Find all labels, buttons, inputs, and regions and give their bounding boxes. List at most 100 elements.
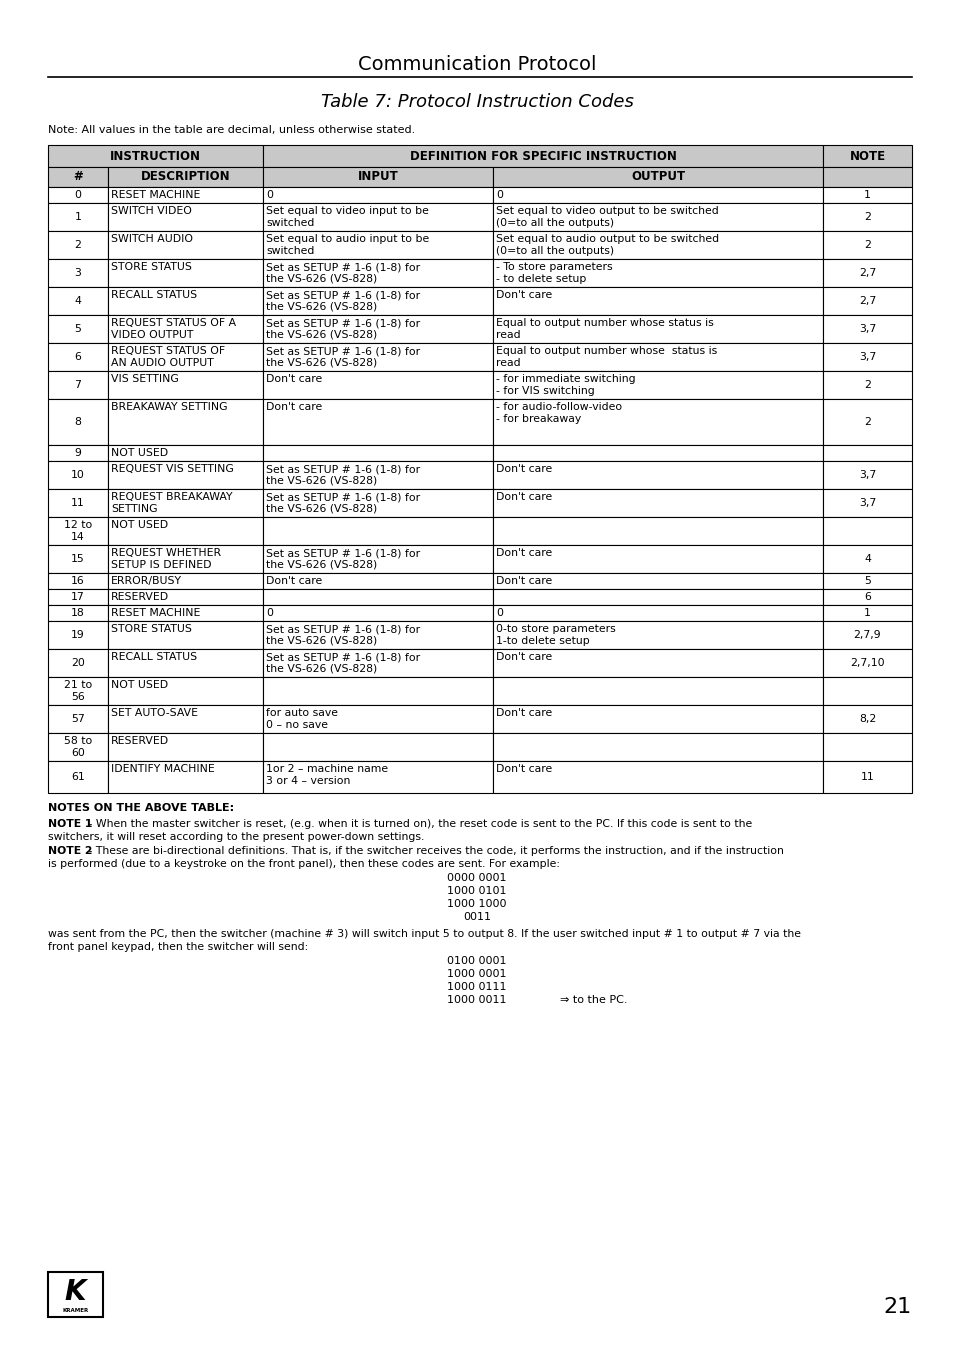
Text: REQUEST STATUS OF A
VIDEO OUTPUT: REQUEST STATUS OF A VIDEO OUTPUT xyxy=(111,318,236,339)
Bar xyxy=(263,370,493,399)
Bar xyxy=(48,589,108,604)
Bar xyxy=(263,621,493,649)
Bar xyxy=(108,445,263,461)
Bar xyxy=(48,260,108,287)
Bar xyxy=(822,370,911,399)
Text: Equal to output number whose  status is
read: Equal to output number whose status is r… xyxy=(496,346,717,368)
Bar xyxy=(48,704,108,733)
Text: Don't care: Don't care xyxy=(496,764,552,773)
Text: 2,7: 2,7 xyxy=(858,268,875,279)
Bar xyxy=(263,260,493,287)
Text: RESET MACHINE: RESET MACHINE xyxy=(111,191,200,200)
Bar xyxy=(493,604,822,621)
Text: 0: 0 xyxy=(74,191,81,200)
Text: 19: 19 xyxy=(71,630,85,639)
Text: #: # xyxy=(73,170,83,184)
Text: 1000 0111: 1000 0111 xyxy=(447,982,506,992)
Text: 1000 1000: 1000 1000 xyxy=(447,899,506,909)
Bar xyxy=(822,589,911,604)
Text: OUTPUT: OUTPUT xyxy=(630,170,684,184)
Bar xyxy=(263,545,493,573)
Bar xyxy=(48,343,108,370)
Bar xyxy=(108,187,263,203)
Text: SET AUTO-SAVE: SET AUTO-SAVE xyxy=(111,708,198,718)
Bar xyxy=(108,231,263,260)
Bar xyxy=(263,489,493,516)
Text: Note: All values in the table are decimal, unless otherwise stated.: Note: All values in the table are decima… xyxy=(48,124,415,135)
Text: 9: 9 xyxy=(74,448,81,458)
Bar xyxy=(263,589,493,604)
Text: 3,7: 3,7 xyxy=(858,498,875,508)
Text: INPUT: INPUT xyxy=(357,170,398,184)
Bar xyxy=(822,545,911,573)
Bar xyxy=(493,621,822,649)
Bar xyxy=(48,445,108,461)
Text: Set equal to audio input to be
switched: Set equal to audio input to be switched xyxy=(266,234,429,256)
Text: REQUEST BREAKAWAY
SETTING: REQUEST BREAKAWAY SETTING xyxy=(111,492,233,514)
Bar xyxy=(493,649,822,677)
Text: RESERVED: RESERVED xyxy=(111,735,169,746)
Bar xyxy=(493,399,822,445)
Text: Communication Protocol: Communication Protocol xyxy=(357,55,596,74)
Bar xyxy=(493,445,822,461)
Text: 3: 3 xyxy=(74,268,81,279)
Bar xyxy=(493,761,822,794)
Bar xyxy=(822,203,911,231)
Text: RESET MACHINE: RESET MACHINE xyxy=(111,608,200,618)
Text: - When the master switcher is reset, (e.g. when it is turned on), the reset code: - When the master switcher is reset, (e.… xyxy=(85,819,752,829)
Bar xyxy=(108,589,263,604)
Bar xyxy=(48,145,263,168)
Text: KRAMER: KRAMER xyxy=(62,1307,89,1313)
Text: 57: 57 xyxy=(71,714,85,725)
Bar xyxy=(108,604,263,621)
Bar xyxy=(493,315,822,343)
Text: 0: 0 xyxy=(496,608,502,618)
Bar xyxy=(263,704,493,733)
Bar xyxy=(493,489,822,516)
Bar xyxy=(263,445,493,461)
Bar xyxy=(822,704,911,733)
Text: NOT USED: NOT USED xyxy=(111,448,168,458)
Bar xyxy=(48,203,108,231)
Text: 1: 1 xyxy=(863,608,870,618)
Text: 5: 5 xyxy=(74,324,81,334)
Text: Equal to output number whose status is
read: Equal to output number whose status is r… xyxy=(496,318,713,339)
Bar xyxy=(822,621,911,649)
Text: - These are bi-directional definitions. That is, if the switcher receives the co: - These are bi-directional definitions. … xyxy=(85,846,783,856)
Text: Set as SETUP # 1-6 (1-8) for
the VS-626 (VS-828): Set as SETUP # 1-6 (1-8) for the VS-626 … xyxy=(266,492,419,514)
Text: NOTE: NOTE xyxy=(848,150,884,162)
Bar xyxy=(263,604,493,621)
Bar xyxy=(493,231,822,260)
Text: STORE STATUS: STORE STATUS xyxy=(111,625,192,634)
Text: 15: 15 xyxy=(71,554,85,564)
Text: 3,7: 3,7 xyxy=(858,352,875,362)
Bar xyxy=(822,761,911,794)
Text: 11: 11 xyxy=(860,772,874,781)
Bar xyxy=(48,761,108,794)
Text: DESCRIPTION: DESCRIPTION xyxy=(140,170,230,184)
Text: 20: 20 xyxy=(71,658,85,668)
Text: 2: 2 xyxy=(863,416,870,427)
Text: Set as SETUP # 1-6 (1-8) for
the VS-626 (VS-828): Set as SETUP # 1-6 (1-8) for the VS-626 … xyxy=(266,625,419,646)
Bar xyxy=(108,677,263,704)
Bar xyxy=(48,573,108,589)
Text: REQUEST WHETHER
SETUP IS DEFINED: REQUEST WHETHER SETUP IS DEFINED xyxy=(111,548,221,569)
Text: for auto save
0 – no save: for auto save 0 – no save xyxy=(266,708,337,730)
Text: 1000 0101: 1000 0101 xyxy=(447,886,506,896)
Text: Set as SETUP # 1-6 (1-8) for
the VS-626 (VS-828): Set as SETUP # 1-6 (1-8) for the VS-626 … xyxy=(266,346,419,368)
Text: 1000 0001: 1000 0001 xyxy=(447,969,506,979)
Text: NOT USED: NOT USED xyxy=(111,521,168,530)
Bar xyxy=(822,399,911,445)
Text: RESERVED: RESERVED xyxy=(111,592,169,602)
Text: 0011: 0011 xyxy=(462,913,491,922)
Text: NOT USED: NOT USED xyxy=(111,680,168,690)
Bar xyxy=(493,589,822,604)
Bar xyxy=(108,168,263,187)
Bar xyxy=(263,145,822,168)
Bar xyxy=(108,649,263,677)
Bar xyxy=(263,677,493,704)
Bar xyxy=(263,461,493,489)
Bar xyxy=(822,489,911,516)
Text: Set equal to video output to be switched
(0=to all the outputs): Set equal to video output to be switched… xyxy=(496,206,718,227)
Text: ERROR/BUSY: ERROR/BUSY xyxy=(111,576,182,585)
